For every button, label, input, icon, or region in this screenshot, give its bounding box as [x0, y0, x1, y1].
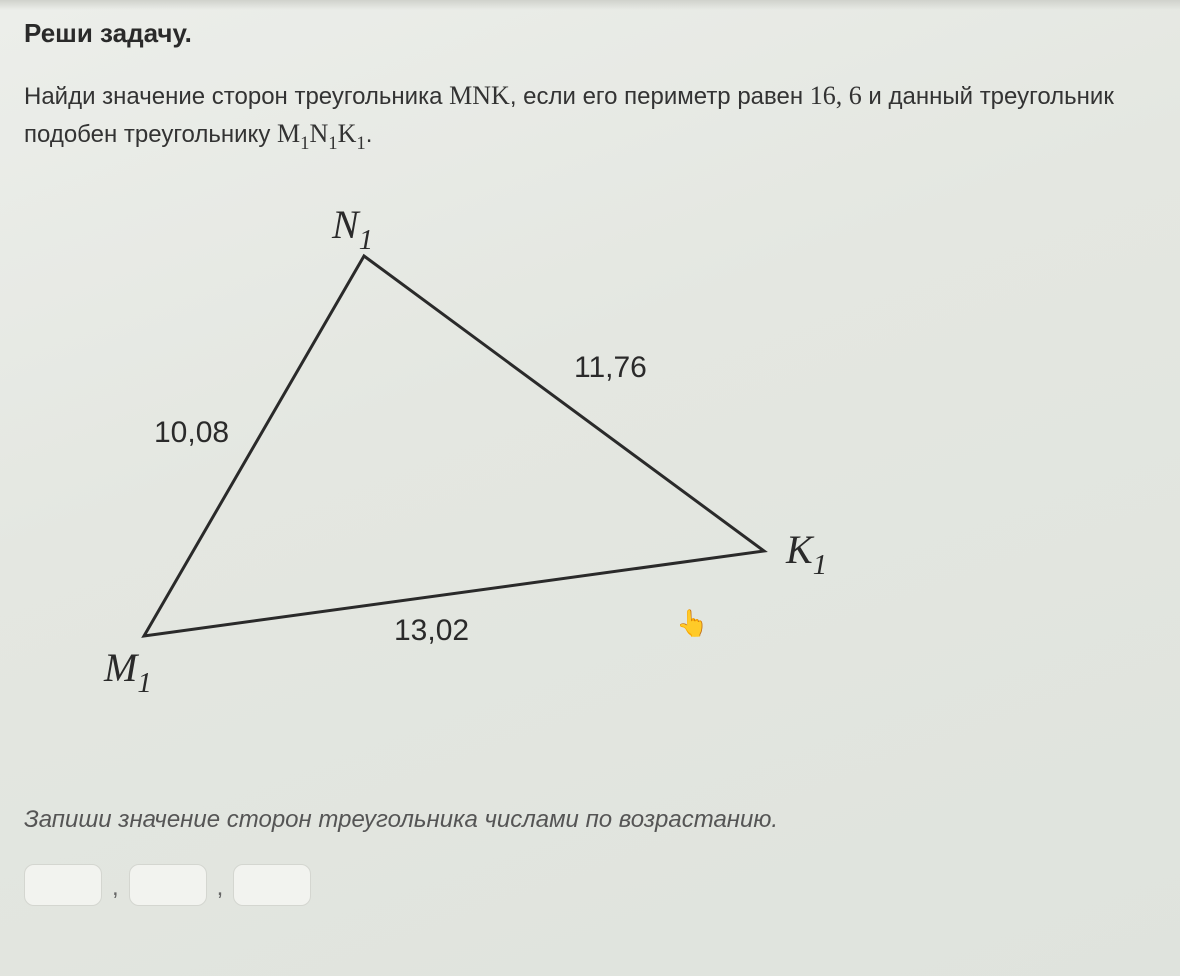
triangle-m1n1k1: M1N1K1 [277, 119, 366, 148]
answer-input-2[interactable] [129, 864, 207, 906]
vertex-label-n1: N1 [332, 201, 373, 255]
side-label-m1n1: 10,08 [154, 416, 229, 450]
triangle-figure: N1 K1 M1 10,08 11,76 13,02 👆 [84, 216, 984, 736]
comma-1: , [112, 874, 119, 906]
period: . [366, 121, 373, 148]
side-label-n1k1: 11,76 [574, 351, 647, 385]
answer-input-1[interactable] [24, 864, 102, 906]
problem-text-1: Найди значение сторон треугольника [24, 83, 449, 110]
pointer-cursor-icon: 👆 [676, 608, 708, 639]
vertex-label-k1: K1 [786, 526, 827, 580]
triangle-svg [84, 216, 984, 736]
problem-text-2: , если его периметр равен [510, 83, 810, 110]
worksheet-page: Реши задачу. Найди значение сторон треуг… [0, 0, 1180, 976]
problem-statement: Найди значение сторон треугольника MNK, … [24, 77, 1156, 156]
side-label-m1k1: 13,02 [394, 614, 469, 648]
footer-instruction: Запиши значение сторон треугольника числ… [24, 806, 1156, 834]
triangle-mnk: MNK [449, 81, 510, 110]
top-shadow [0, 0, 1180, 10]
perimeter-value: 16, 6 [810, 81, 862, 110]
triangle-polygon [144, 256, 764, 636]
answer-row: , , [24, 864, 1156, 906]
vertex-label-m1: M1 [104, 644, 152, 698]
answer-input-3[interactable] [233, 864, 311, 906]
heading: Реши задачу. [24, 18, 1156, 49]
comma-2: , [217, 874, 224, 906]
